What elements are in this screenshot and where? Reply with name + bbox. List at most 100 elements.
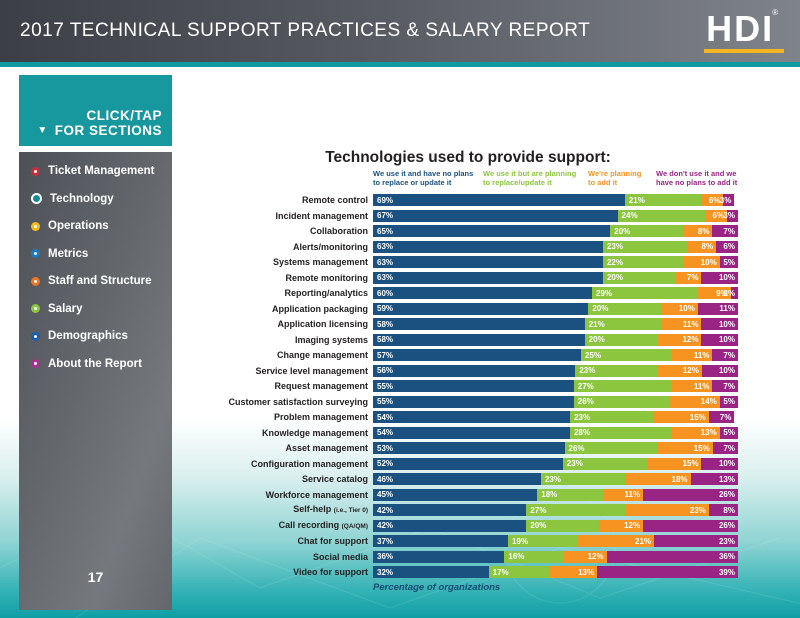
page-number: 17 — [87, 569, 104, 585]
chart-row-workforce-management: Workforce management 45% 18% 11% 26% — [198, 488, 738, 501]
category-label: Customer satisfaction surveying — [228, 396, 368, 407]
sidebar-item-staff-and-structure[interactable]: Staff and Structure — [31, 275, 172, 287]
hdi-logo-text: HDI — [706, 8, 775, 49]
stacked-bar: 32% 17% 13% 39% — [373, 566, 738, 578]
stacked-bar: 46% 23% 18% 13% — [373, 473, 738, 485]
stacked-bar: 36% 16% 12% 36% — [373, 550, 738, 563]
stacked-bar: 52% 23% 15% 10% — [373, 457, 738, 470]
chart-row-self-help: Self-help (i.e., Tier 0) 42% 27% 23% 8% — [198, 504, 738, 516]
chart-row-social-media: Social media 36% 16% 12% 36% — [198, 550, 738, 563]
bar-segment: 67% — [373, 209, 618, 222]
bar-segment: 8% — [686, 240, 717, 253]
section-dot — [31, 276, 40, 286]
category-label: Remote control — [301, 195, 368, 205]
legend-line: We use it and have no plans — [373, 169, 474, 178]
bar-segment: 10% — [701, 271, 738, 284]
bar-segment: 8% — [683, 225, 713, 237]
category-label: Chat for support — [297, 536, 369, 546]
bar-segment: 15% — [654, 411, 709, 423]
chart-row-remote-control: Remote control 69% 21% 6% 3% — [198, 194, 738, 206]
stacked-bar: 56% 23% 12% 10% — [373, 364, 738, 377]
category-label: Application licensing — [277, 319, 368, 329]
bar-segment: 11% — [697, 302, 738, 315]
category-label: Incident management — [275, 210, 368, 221]
stacked-bar: 63% 22% 10% 5% — [373, 256, 738, 268]
bar-segment: 59% — [373, 302, 589, 315]
bar-segment: 12% — [599, 519, 644, 532]
bar-segment: 23% — [602, 240, 687, 253]
sidebar-item-label: Operations — [48, 220, 109, 232]
bar-segment: 11% — [672, 349, 713, 361]
stacked-bar: 58% 21% 11% 10% — [373, 318, 738, 330]
sidebar-item-demographics[interactable]: Demographics — [31, 330, 172, 342]
section-dot — [31, 331, 40, 341]
bar-segment: 11% — [602, 488, 644, 501]
sidebar-item-technology[interactable]: Technology — [31, 193, 172, 205]
bar-segment: 10% — [701, 318, 738, 330]
legend-item-we-use-it-and-have-no-pl: We use it and have no plans to replace or… — [373, 169, 481, 187]
section-dot — [31, 193, 42, 204]
stacked-bar: 63% 23% 8% 6% — [373, 240, 738, 253]
chart-row-reporting-analytics: Reporting/analytics 60%29%9%2% — [198, 287, 738, 299]
chart: Technologies used to provide support: We… — [198, 149, 738, 593]
sections-toggle-line2: ▼ FOR SECTIONS — [37, 123, 162, 138]
legend-line: We're planning — [588, 169, 642, 178]
chart-row-request-management: Request management 55% 27% 11% 7% — [198, 380, 738, 392]
stacked-bar: 53% 26% 15% 7% — [373, 442, 738, 454]
bar-segment: 23% — [575, 364, 659, 377]
sidebar-item-ticket-management[interactable]: Ticket Management — [31, 165, 172, 177]
stacked-bar: 67% 24% 6% 3% — [373, 209, 738, 222]
category-label: Remote monitoring — [285, 272, 369, 283]
category-label: Workforce management — [265, 489, 368, 500]
bar-segment: 7% — [712, 349, 738, 361]
bar-segment: 15% — [658, 442, 713, 454]
bar-segment: 26% — [573, 395, 669, 408]
legend-line: to replace or update it — [373, 177, 452, 187]
section-dot — [31, 359, 40, 368]
bar-segment: 27% — [573, 380, 673, 392]
report-title: 2017 TECHNICAL SUPPORT PRACTICES & SALAR… — [20, 20, 591, 41]
bar-segment: 22% — [602, 256, 684, 268]
chart-row-call-recording: Call recording (QA/QM) 42% 20% 12% 26% — [198, 519, 738, 532]
bar-segment: 55% — [373, 380, 574, 392]
bar-segment: 28% — [570, 426, 673, 439]
sidebar-item-salary[interactable]: Salary — [31, 303, 172, 315]
stacked-bar: 59% 20% 10% 11% — [373, 302, 738, 315]
stacked-bar: 65% 20% 8% 7% — [373, 225, 738, 237]
bar-segment: 9% — [697, 287, 731, 299]
stacked-bar: 60%29%9%2% — [373, 287, 738, 299]
bar-segment: 63% — [373, 240, 603, 253]
bar-segment: 20% — [588, 302, 662, 315]
bar-segment: 6% — [705, 209, 728, 222]
category-label: Asset management — [285, 443, 368, 453]
chart-row-change-management: Change management 57% 25% 11% 7% — [198, 349, 738, 361]
category-label: Collaboration — [310, 226, 368, 236]
chart-row-chat-for-support: Chat for support 37% 19% 21% 23% — [198, 535, 738, 547]
sidebar-item-about-the-report[interactable]: About the Report — [31, 358, 172, 370]
category-label: Alerts/monitoring — [292, 241, 368, 252]
header-divider — [0, 62, 800, 67]
category-label: Service catalog — [301, 474, 368, 484]
bar-segment: 3% — [723, 209, 738, 222]
bar-segment: 65% — [373, 225, 611, 237]
bar-segment: 23% — [540, 473, 625, 485]
bar-segment: 57% — [373, 349, 582, 361]
bar-segment: 24% — [617, 209, 706, 222]
sidebar-item-operations[interactable]: Operations — [31, 220, 172, 232]
bar-segment: 7% — [675, 271, 702, 284]
stacked-bar: 57% 25% 11% 7% — [373, 349, 738, 361]
category-label: Imaging systems — [294, 334, 368, 345]
bar-segment: 52% — [373, 457, 563, 470]
stacked-bar: 45% 18% 11% 26% — [373, 488, 738, 501]
category-label: Configuration management — [250, 458, 368, 469]
category-label: Self-help (i.e., Tier 0) — [293, 504, 368, 514]
sections-toggle-label: FOR SECTIONS — [54, 123, 162, 138]
sections-toggle[interactable]: CLICK/TAP ▼ FOR SECTIONS — [19, 75, 172, 146]
legend-item-we-use-it-but-are-planni: We use it but are planning to replace/upd… — [483, 169, 583, 187]
sidebar-item-label: Technology — [50, 192, 114, 205]
sidebar-item-metrics[interactable]: Metrics — [31, 248, 172, 260]
bar-segment: 10% — [701, 364, 738, 377]
bar-segment: 21% — [624, 194, 702, 206]
legend-line: have no plans to add it — [656, 177, 738, 187]
